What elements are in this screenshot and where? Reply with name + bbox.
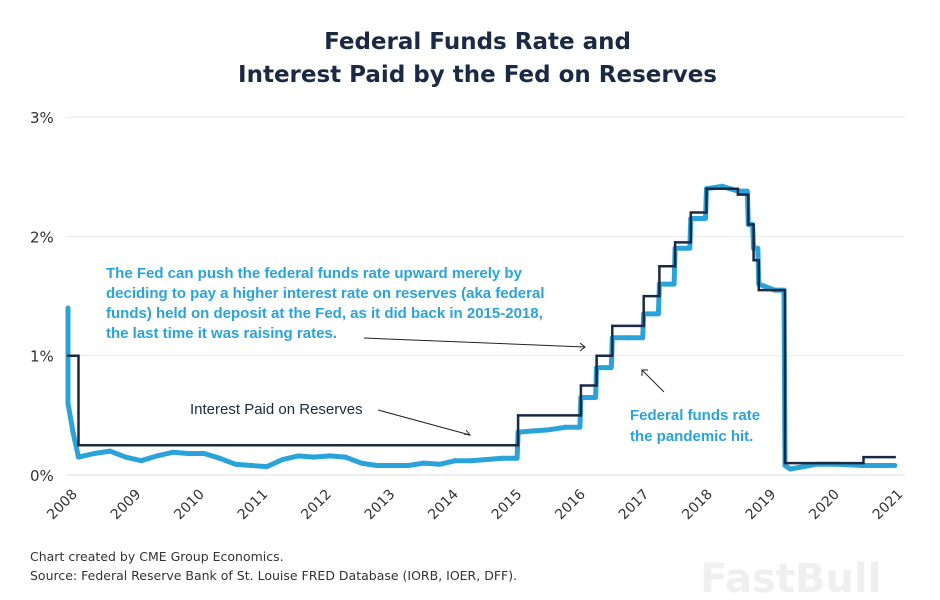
data-point-federal-funds-rate — [358, 460, 364, 466]
arrowhead-icon — [641, 369, 648, 376]
ior-label: Interest Paid on Reserves — [190, 401, 363, 418]
data-point-interest-paid-on-reserves — [747, 223, 750, 226]
data-point-federal-funds-rate — [201, 451, 207, 457]
data-point-interest-paid-on-reserves — [658, 265, 661, 268]
data-point-federal-funds-rate — [217, 455, 223, 461]
data-point-federal-funds-rate — [452, 458, 458, 464]
y-tick-label: 0% — [30, 467, 54, 485]
data-point-federal-funds-rate — [531, 428, 537, 434]
annotation-main-arrow — [363, 337, 586, 348]
data-point-federal-funds-rate — [170, 449, 176, 455]
data-point-interest-paid-on-reserves — [516, 414, 520, 417]
data-point-interest-paid-on-reserves — [611, 324, 614, 328]
data-point-federal-funds-rate — [468, 458, 474, 464]
annotation-main-line-4: the last time it was raising rates. — [106, 325, 337, 342]
data-point-interest-paid-on-reserves — [595, 354, 598, 357]
data-point-federal-funds-rate — [546, 427, 552, 433]
data-point-interest-paid-on-reserves — [66, 354, 70, 357]
x-tick-label: 2009 — [108, 487, 145, 524]
x-tick-label: 2018 — [679, 487, 716, 524]
data-point-interest-paid-on-reserves — [705, 187, 708, 190]
annotation-main-line-2: deciding to pay a higher interest rate o… — [106, 285, 545, 302]
data-point-federal-funds-rate — [342, 454, 348, 460]
ffr-label-line-2: the pandemic hit. — [630, 428, 753, 445]
data-point-federal-funds-rate — [65, 400, 71, 406]
y-tick-label: 2% — [30, 228, 54, 246]
data-point-interest-paid-on-reserves — [752, 259, 755, 262]
data-point-federal-funds-rate — [295, 453, 301, 459]
footer-credit: Chart created by CME Group Economics. — [30, 549, 284, 564]
x-tick-label: 2014 — [425, 486, 462, 523]
data-point-federal-funds-rate — [389, 462, 395, 468]
data-point-federal-funds-rate — [138, 458, 144, 464]
data-point-federal-funds-rate — [185, 451, 191, 457]
data-point-interest-paid-on-reserves — [689, 211, 692, 214]
x-tick-label: 2017 — [616, 487, 653, 524]
data-point-federal-funds-rate — [374, 462, 380, 468]
data-point-federal-funds-rate — [876, 462, 882, 468]
data-point-interest-paid-on-reserves — [862, 455, 865, 459]
data-point-federal-funds-rate — [787, 466, 793, 472]
data-point-interest-paid-on-reserves — [77, 443, 80, 447]
x-tick-label: 2013 — [362, 487, 399, 524]
data-point-interest-paid-on-reserves — [757, 288, 760, 292]
chart-title-line-2: Interest Paid by the Fed on Reserves — [238, 62, 717, 88]
data-point-federal-funds-rate — [280, 456, 286, 462]
data-point-federal-funds-rate — [499, 455, 505, 461]
annotation-main-line-3: funds) held on deposit at the Fed, as it… — [106, 305, 543, 322]
data-point-federal-funds-rate — [248, 462, 254, 468]
data-point-federal-funds-rate — [232, 461, 238, 467]
data-point-federal-funds-rate — [154, 453, 160, 459]
y-tick-label: 1% — [30, 348, 54, 366]
y-tick-label: 3% — [30, 109, 54, 127]
x-tick-label: 2021 — [870, 487, 907, 524]
x-tick-label: 2010 — [171, 487, 208, 524]
x-tick-label: 2016 — [552, 486, 589, 523]
x-tick-label: 2019 — [743, 487, 780, 524]
data-point-interest-paid-on-reserves — [893, 455, 897, 459]
data-point-federal-funds-rate — [892, 462, 898, 468]
data-point-federal-funds-rate — [65, 305, 71, 311]
ffr-arrow — [641, 369, 665, 393]
data-point-federal-funds-rate — [437, 461, 443, 467]
annotation-main-line-1: The Fed can push the federal funds rate … — [106, 265, 523, 282]
data-point-federal-funds-rate — [107, 448, 113, 454]
watermark: FastBull — [700, 556, 881, 600]
arrowhead-icon — [579, 342, 586, 352]
arrowhead-icon — [463, 429, 472, 436]
data-point-federal-funds-rate — [91, 451, 97, 457]
ffr-label-line-1: Federal funds rate — [630, 407, 760, 424]
data-point-federal-funds-rate — [484, 456, 490, 462]
data-point-federal-funds-rate — [562, 424, 568, 430]
chart-title: Federal Funds Rate and Interest Paid by … — [0, 26, 940, 92]
data-point-federal-funds-rate — [70, 430, 76, 436]
data-point-interest-paid-on-reserves — [579, 384, 583, 387]
data-point-federal-funds-rate — [75, 454, 81, 460]
data-point-interest-paid-on-reserves — [642, 294, 645, 298]
data-point-federal-funds-rate — [625, 335, 631, 341]
data-point-federal-funds-rate — [311, 454, 317, 460]
chart-title-line-1: Federal Funds Rate and — [324, 29, 631, 55]
x-tick-label: 2020 — [806, 487, 843, 524]
data-point-federal-funds-rate — [327, 453, 333, 459]
x-tick-label: 2015 — [489, 487, 526, 524]
x-tick-label: 2008 — [44, 487, 81, 524]
data-point-interest-paid-on-reserves — [783, 461, 787, 465]
data-point-federal-funds-rate — [405, 462, 411, 468]
x-tick-label: 2011 — [235, 487, 272, 524]
footer-source: Source: Federal Reserve Bank of St. Loui… — [30, 568, 518, 583]
data-point-federal-funds-rate — [264, 464, 270, 470]
ior-arrow — [377, 409, 471, 436]
data-point-federal-funds-rate — [421, 460, 427, 466]
data-point-federal-funds-rate — [123, 454, 129, 460]
x-tick-label: 2012 — [298, 487, 335, 524]
series-line-interest-paid-on-reserves — [68, 187, 895, 465]
data-point-interest-paid-on-reserves — [673, 241, 677, 244]
data-point-interest-paid-on-reserves — [736, 193, 740, 196]
